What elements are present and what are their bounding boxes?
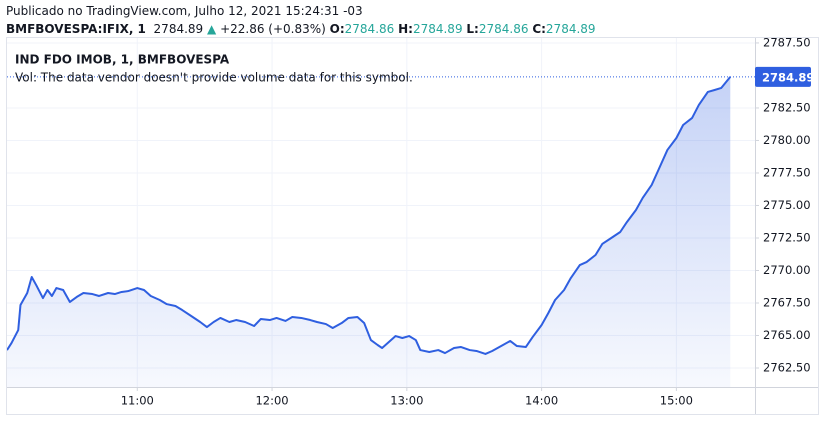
area xyxy=(7,76,731,387)
legend-subtitle: Vol: The data vendor doesn't provide vol… xyxy=(15,71,413,85)
change-arrow: ▲ xyxy=(207,22,217,36)
x-tick-label: 15:00 xyxy=(660,394,693,408)
ohlc-label: O: xyxy=(329,22,345,36)
change: +22.86 (+0.83%) xyxy=(220,22,326,36)
y-tick-label: 2777.50 xyxy=(763,165,811,179)
ohlc-value: 2784.86 xyxy=(344,22,395,36)
y-tick-label: 2775.00 xyxy=(763,198,811,212)
ohlc: O:2784.86 H:2784.89 L:2784.86 C:2784.89 xyxy=(330,22,596,36)
y-tick-label: 2772.50 xyxy=(763,230,811,244)
ohlc-value: 2784.89 xyxy=(545,22,596,36)
y-tick-label: 2782.50 xyxy=(763,100,811,114)
last-price: 2784.89 xyxy=(153,22,204,36)
ohlc-label: H: xyxy=(398,22,413,36)
last-price-label: 2784.89 xyxy=(762,70,814,84)
x-tick-label: 12:00 xyxy=(255,394,288,408)
y-tick-label: 2765.00 xyxy=(763,328,811,342)
ohlc-value: 2784.89 xyxy=(412,22,463,36)
x-tick-label: 11:00 xyxy=(121,394,154,408)
ohlc-label: C: xyxy=(532,22,546,36)
ohlc-value: 2784.86 xyxy=(478,22,529,36)
y-tick-label: 2770.00 xyxy=(763,263,811,277)
legend-title: IND FDO IMOB, 1, BMFBOVESPA xyxy=(15,53,230,67)
y-tick-label: 2762.50 xyxy=(763,361,811,375)
last-price-box xyxy=(755,66,811,87)
symbol: BMFBOVESPA:IFIX, 1 xyxy=(6,22,146,36)
line xyxy=(7,76,732,355)
published-line: Publicado no TradingView.com, Julho 12, … xyxy=(6,4,363,18)
plot-area xyxy=(7,76,755,387)
y-tick-label: 2767.50 xyxy=(763,296,811,310)
y-tick-label: 2780.00 xyxy=(763,133,811,147)
x-tick-label: 14:00 xyxy=(525,394,558,408)
y-tick-label: 2787.50 xyxy=(763,35,811,49)
frame xyxy=(6,37,819,415)
ohlc-label: L: xyxy=(466,22,479,36)
x-axis: 11:00 12:00 13:00 14:00 15:00 xyxy=(121,387,693,408)
symbol-line: BMFBOVESPA:IFIX, 1 2784.89 ▲ +22.86 (+0.… xyxy=(6,22,596,36)
y-axis: 2762.50 2765.00 2767.50 2770.00 2772.50 2775.… xyxy=(755,35,811,375)
x-tick-label: 13:00 xyxy=(390,394,423,408)
